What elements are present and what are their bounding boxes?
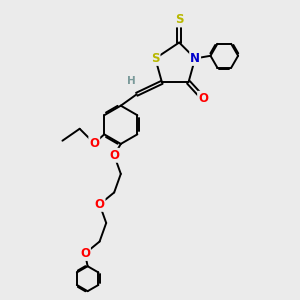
Text: O: O (80, 247, 90, 260)
Text: H: H (127, 76, 136, 86)
Text: O: O (94, 198, 105, 211)
Text: S: S (151, 52, 160, 65)
Text: S: S (175, 14, 183, 26)
Text: O: O (198, 92, 208, 105)
Text: O: O (89, 137, 99, 150)
Text: O: O (109, 149, 119, 162)
Text: N: N (190, 52, 200, 65)
